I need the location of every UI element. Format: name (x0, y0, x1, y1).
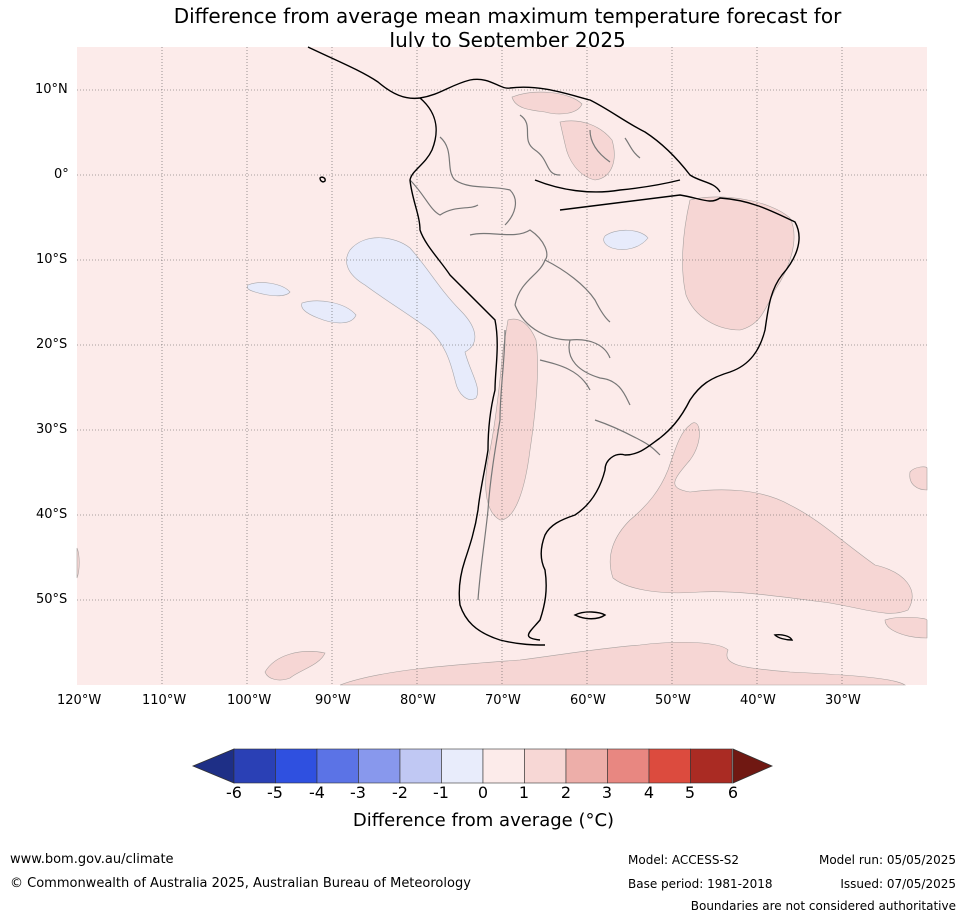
title-line-1: Difference from average mean maximum tem… (173, 4, 842, 28)
lat-label-10s: 10°S (36, 252, 68, 267)
lon-label-70w: 70°W (485, 693, 521, 708)
far-southeast-region (884, 616, 928, 639)
colorbar-tick-label: 5 (684, 783, 696, 802)
west-edge-region (76, 547, 80, 579)
colorbar-tick-label: 1 (518, 783, 530, 802)
southern-ocean-band-region (339, 641, 906, 686)
colorbar-cell (482, 748, 525, 784)
colorbar-cell (233, 748, 276, 784)
base-period-text: Base period: 1981-2018 (628, 877, 773, 891)
colorbar-tick-label: -3 (350, 783, 366, 802)
lat-label-0: 0° (54, 167, 69, 182)
disclaimer-text: Boundaries are not considered authoritat… (690, 899, 956, 913)
amazon-river (534, 179, 681, 193)
colorbar-cell (648, 748, 691, 784)
rio-de-la-plata-coast (527, 437, 661, 641)
lon-label-100w: 100°W (227, 693, 272, 708)
colorbar-cell (316, 748, 359, 784)
atlantic-brazil-coast (559, 194, 800, 439)
colorbar-cell (441, 748, 484, 784)
colorbar-tick-label: -2 (392, 783, 408, 802)
colorbar-tick-label: 2 (560, 783, 572, 802)
lat-label-20s: 20°S (36, 337, 68, 352)
lon-label-90w: 90°W (315, 693, 351, 708)
colorbar-tick-label: 6 (727, 783, 739, 802)
colorbar-cell (358, 748, 401, 784)
andes-strip-region (485, 318, 538, 521)
lon-label-30w: 30°W (825, 693, 861, 708)
lon-label-50w: 50°W (655, 693, 691, 708)
lat-label-30s: 30°S (36, 422, 68, 437)
lat-label-10n: 10°N (35, 82, 68, 97)
anomaly-minus1-to-0-regions (246, 229, 649, 400)
issued-text: Issued: 07/05/2025 (840, 877, 956, 891)
colorbar-tick-label: -1 (433, 783, 449, 802)
colorbar-tick-label: 3 (601, 783, 613, 802)
south-atlantic-region (609, 422, 913, 614)
copyright-text: © Commonwealth of Australia 2025, Austra… (10, 876, 471, 891)
galapagos (319, 176, 326, 183)
falkland-islands (573, 611, 607, 620)
country-boundaries (409, 114, 661, 601)
northeast-brazil-region (682, 196, 795, 331)
model-text: Model: ACCESS-S2 (628, 853, 740, 867)
amazon-small-region (603, 229, 649, 250)
lon-label-120w: 120°W (57, 693, 102, 708)
central-america-coast (307, 46, 421, 100)
anomaly-1-to-2-regions (76, 91, 928, 686)
map-title: Difference from average mean maximum tem… (0, 4, 965, 52)
website-link[interactable]: www.bom.gov.au/climate (10, 852, 174, 867)
south-pacific-edge-region (909, 466, 928, 491)
pacific-south-america-coast (409, 97, 546, 646)
colorbar-tick-label: -6 (226, 783, 242, 802)
colorbar-tick-label: -4 (309, 783, 325, 802)
map-gridlines (77, 47, 927, 685)
colorbar-title: Difference from average (°C) (352, 810, 615, 831)
northern-venezuela-region (511, 91, 583, 115)
pacific-small-region-1 (246, 282, 291, 297)
colorbar-cell (399, 748, 442, 784)
peru-offshore-region (346, 237, 478, 400)
south-georgia (773, 634, 794, 641)
colorbar-cells (233, 748, 733, 784)
colorbar-tick-label: -5 (267, 783, 283, 802)
colorbar-tick-label: 0 (477, 783, 489, 802)
colorbar-cell (690, 748, 733, 784)
lon-label-60w: 60°W (570, 693, 606, 708)
southern-pacific-blob-region (264, 651, 326, 681)
lat-label-50s: 50°S (36, 592, 68, 607)
model-run-text: Model run: 05/05/2025 (818, 853, 956, 867)
guiana-region (559, 120, 615, 181)
caribbean-coast (419, 78, 721, 193)
lon-label-110w: 110°W (142, 693, 187, 708)
colorbar-cell (607, 748, 650, 784)
colorbar-tick-label: 4 (643, 783, 655, 802)
colorbar-cell (275, 748, 318, 784)
coastlines (307, 46, 800, 646)
pacific-small-region-2 (301, 300, 357, 324)
lon-label-80w: 80°W (400, 693, 436, 708)
lat-label-40s: 40°S (36, 507, 68, 522)
colorbar-cell (565, 748, 608, 784)
lon-label-40w: 40°W (740, 693, 776, 708)
colorbar (191, 748, 774, 784)
colorbar-cell (524, 748, 567, 784)
